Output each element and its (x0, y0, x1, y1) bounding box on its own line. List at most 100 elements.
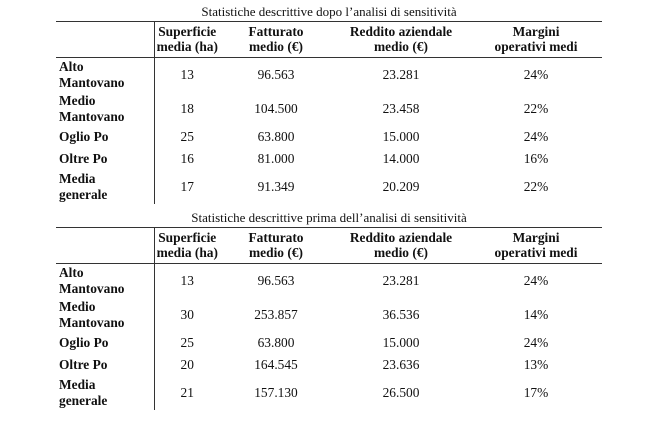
table-row: Alto Mantovano 13 96.563 23.281 24% (56, 57, 602, 92)
header-row: Superficie media (ha) Fatturato medio (€… (56, 21, 602, 58)
column-header-line: Superficie (158, 24, 217, 39)
row-label: Alto Mantovano (56, 263, 155, 298)
row-label-line: Media (59, 377, 96, 392)
row-label-line: Medio (59, 299, 96, 314)
column-header: Margini operativi medi (470, 227, 602, 264)
row-label-line: generale (59, 187, 108, 202)
row-label-line: Mantovano (59, 315, 125, 330)
table-cell: 14.000 (382, 151, 420, 166)
column-header: Fatturato medio (€) (220, 21, 332, 58)
table-cell: 104.500 (254, 101, 298, 116)
row-label: Oltre Po (56, 148, 155, 170)
table-cell: 24% (523, 67, 549, 82)
table-cell: 23.281 (382, 273, 420, 288)
column-header-line: Reddito aziendale (349, 24, 453, 39)
row-label: Oglio Po (56, 332, 155, 354)
table-cell: 17 (180, 179, 194, 194)
column-header: Fatturato medio (€) (220, 227, 332, 264)
table-cell: 63.800 (257, 335, 295, 350)
table-cell: 157.130 (254, 385, 298, 400)
table-cell: 15.000 (382, 335, 420, 350)
row-label: Oglio Po (56, 126, 155, 148)
table-cell: 18 (180, 101, 194, 116)
column-header-line: media (ha) (156, 245, 218, 260)
row-label-line: Mantovano (59, 281, 125, 296)
table-cell: 36.536 (382, 307, 420, 322)
table-cell: 23.636 (382, 357, 420, 372)
table-cell: 24% (523, 273, 549, 288)
column-header-line: Margini (512, 230, 560, 245)
row-label-line: Mantovano (59, 75, 125, 90)
table-cell: 17% (523, 385, 549, 400)
table-cell: 96.563 (257, 67, 295, 82)
column-header-line: operativi medi (494, 39, 578, 54)
table-cell: 63.800 (257, 129, 295, 144)
column-header-line: Reddito aziendale (349, 230, 453, 245)
row-label: Medio Mantovano (56, 92, 155, 126)
table-cell: 20.209 (382, 179, 420, 194)
table-cell: 22% (523, 179, 549, 194)
table-row: Alto Mantovano 13 96.563 23.281 24% (56, 263, 602, 298)
table-row: Medio Mantovano 30 253.857 36.536 14% (56, 298, 602, 332)
column-header-line: Superficie (158, 230, 217, 245)
column-header-line: Fatturato (248, 24, 304, 39)
table-cell: 16 (180, 151, 194, 166)
column-header: Reddito aziendale medio (€) (332, 227, 470, 264)
table-cell: 25 (180, 335, 194, 350)
row-label-line: generale (59, 393, 108, 408)
column-header-line: medio (€) (374, 39, 428, 54)
table-cell: 13 (180, 67, 194, 82)
column-header: Superficie media (ha) (154, 21, 220, 58)
table-cell: 30 (180, 307, 194, 322)
table-caption: Statistiche descrittive dopo l’analisi d… (201, 4, 457, 19)
table-cell: 24% (523, 335, 549, 350)
column-header-line: Fatturato (248, 230, 304, 245)
table-cell: 96.563 (257, 273, 295, 288)
table-cell: 13 (180, 273, 194, 288)
table-cell: 24% (523, 129, 549, 144)
table-cell: 164.545 (254, 357, 298, 372)
column-header-line: medio (€) (249, 245, 303, 260)
table-row: Media generale 17 91.349 20.209 22% (56, 170, 602, 204)
table-cell: 81.000 (257, 151, 295, 166)
table-cell: 23.281 (382, 67, 420, 82)
table-row: Oglio Po 25 63.800 15.000 24% (56, 126, 602, 148)
column-header-line: operativi medi (494, 245, 578, 260)
table-cell: 15.000 (382, 129, 420, 144)
corner-cell (56, 227, 155, 264)
row-label: Medio Mantovano (56, 298, 155, 332)
column-header-line: medio (€) (374, 245, 428, 260)
table-cell: 22% (523, 101, 549, 116)
table-cell: 14% (523, 307, 549, 322)
table-before-sensitivity: Statistiche descrittive prima dell’anali… (56, 210, 602, 410)
column-header-line: media (ha) (156, 39, 218, 54)
row-label: Oltre Po (56, 354, 155, 376)
table-cell: 23.458 (382, 101, 420, 116)
column-header-line: Margini (512, 24, 560, 39)
table-cell: 16% (523, 151, 549, 166)
table-row: Medio Mantovano 18 104.500 23.458 22% (56, 92, 602, 126)
column-header: Superficie media (ha) (154, 227, 220, 264)
row-label-line: Media (59, 171, 96, 186)
stats-table: Superficie media (ha) Fatturato medio (€… (56, 227, 602, 410)
row-label: Media generale (56, 170, 155, 204)
table-cell: 21 (180, 385, 194, 400)
row-label: Media generale (56, 376, 155, 410)
table-cell: 26.500 (382, 385, 420, 400)
table-cell: 20 (180, 357, 194, 372)
table-after-sensitivity: Statistiche descrittive dopo l’analisi d… (56, 4, 602, 204)
row-label-line: Medio (59, 93, 96, 108)
row-label-line: Alto (59, 59, 84, 74)
table-cell: 13% (523, 357, 549, 372)
table-row: Oglio Po 25 63.800 15.000 24% (56, 332, 602, 354)
stats-table: Superficie media (ha) Fatturato medio (€… (56, 21, 602, 204)
table-cell: 253.857 (254, 307, 298, 322)
row-label-line: Alto (59, 265, 84, 280)
table-row: Oltre Po 20 164.545 23.636 13% (56, 354, 602, 376)
row-label: Alto Mantovano (56, 57, 155, 92)
corner-cell (56, 21, 155, 58)
table-caption: Statistiche descrittive prima dell’anali… (191, 210, 467, 225)
table-cell: 25 (180, 129, 194, 144)
table-row: Oltre Po 16 81.000 14.000 16% (56, 148, 602, 170)
